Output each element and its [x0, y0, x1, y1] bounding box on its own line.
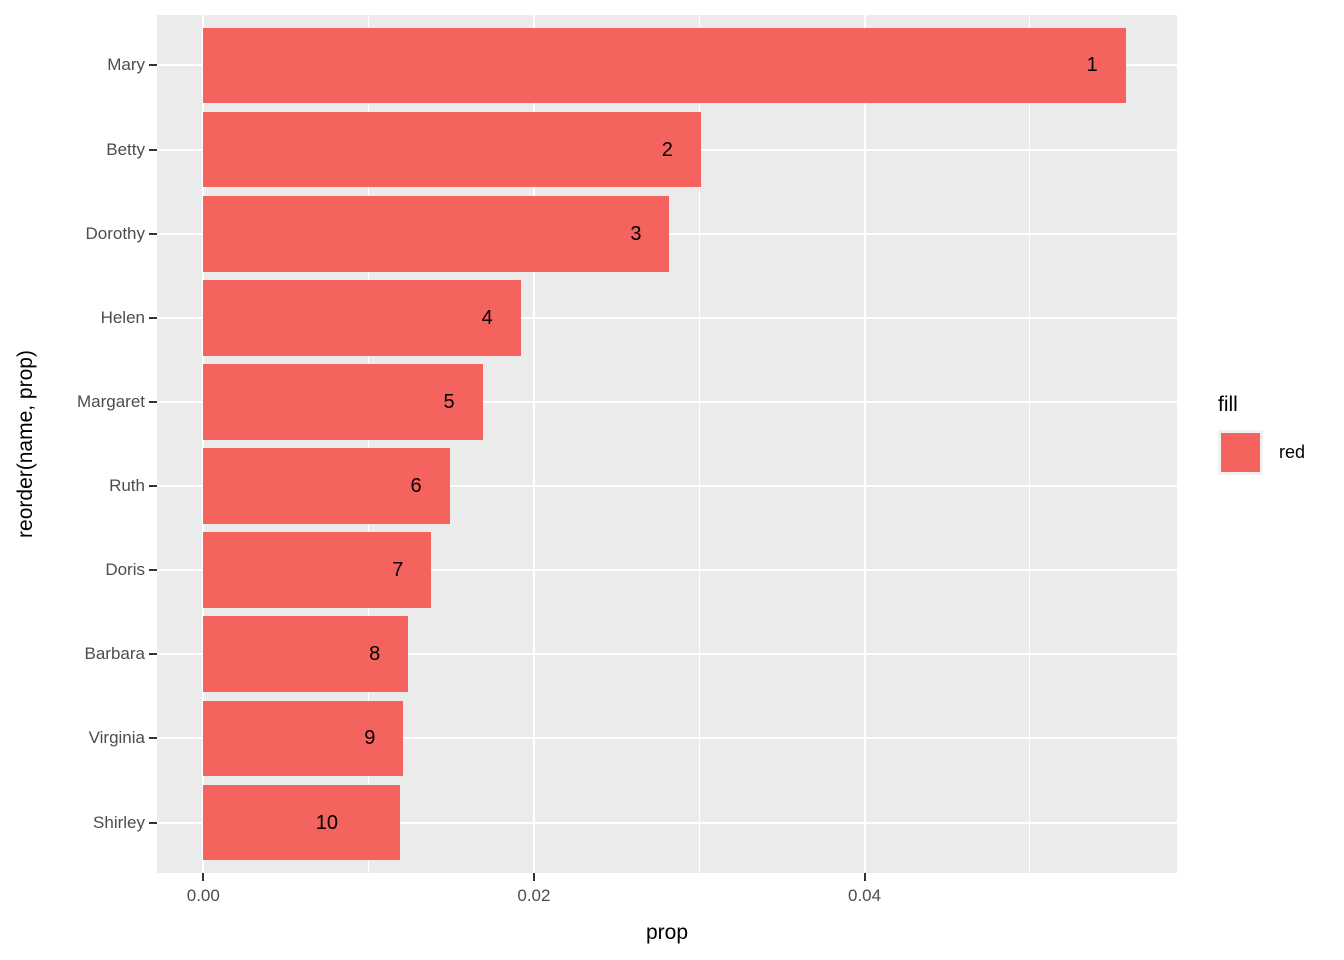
- x-axis-label-0.00: 0.00: [186, 886, 220, 905]
- y-axis-label-dorothy: Dorothy: [85, 223, 145, 243]
- y-axis-tick: [149, 485, 157, 488]
- x-axis-tick: [202, 873, 205, 881]
- bar-value-label: 9: [364, 727, 376, 750]
- bar-value-label: 1: [1086, 54, 1098, 77]
- bar-margaret: 5: [203, 364, 483, 440]
- y-axis-tick: [149, 400, 157, 403]
- y-axis-tick: [149, 232, 157, 235]
- x-axis-label-0.02: 0.02: [517, 886, 551, 905]
- x-axis-tick: [863, 873, 866, 881]
- bar-betty: 2: [203, 111, 701, 188]
- x-axis-title: prop: [645, 921, 689, 944]
- major-gridline-x: [863, 15, 866, 873]
- y-axis-tick: [149, 737, 157, 740]
- x-axis-tick: [532, 873, 535, 881]
- bar-barbara: 8: [203, 616, 409, 693]
- bar-dorothy: 3: [203, 195, 670, 272]
- major-gridline-y: [157, 737, 1177, 740]
- bar-virginia: 9: [203, 700, 404, 777]
- y-axis-tick: [149, 653, 157, 656]
- y-axis-title: reorder(name, prop): [14, 350, 37, 538]
- legend-label: red: [1279, 442, 1306, 462]
- bar-value-label: 6: [410, 475, 422, 498]
- major-gridline-y: [157, 569, 1177, 572]
- bar-value-label: 4: [481, 306, 493, 329]
- legend: fill red: [1218, 393, 1305, 475]
- y-axis-label-shirley: Shirley: [93, 812, 145, 832]
- bar-value-label: 2: [661, 138, 673, 161]
- y-axis-tick: [149, 821, 157, 824]
- major-gridline-y: [157, 821, 1177, 824]
- bar-ruth: 6: [203, 448, 450, 524]
- minor-gridline-x: [1029, 15, 1031, 873]
- bar-value-label: 8: [369, 643, 381, 666]
- plot-panel: 1 2 3 4 5 6 7 8 9 10: [157, 15, 1177, 873]
- bar-value-label: 5: [443, 390, 455, 413]
- minor-gridline-x: [368, 15, 370, 873]
- bar-helen: 4: [203, 279, 521, 356]
- bar-doris: 7: [203, 532, 432, 609]
- y-axis-label-ruth: Ruth: [109, 476, 145, 496]
- major-gridline-x: [202, 15, 205, 873]
- y-axis-tick: [149, 569, 157, 572]
- legend-key: [1218, 430, 1263, 475]
- bar-value-label: 7: [392, 559, 404, 582]
- bar-mary: 1: [203, 27, 1126, 104]
- y-axis-label-doris: Doris: [105, 560, 145, 580]
- major-gridline-y: [157, 485, 1177, 488]
- legend-title: fill: [1218, 393, 1238, 416]
- y-axis-label-barbara: Barbara: [84, 644, 145, 664]
- legend-entry: red: [1218, 430, 1305, 475]
- y-axis-label-helen: Helen: [100, 307, 145, 327]
- bar-shirley: 10: [203, 784, 400, 861]
- major-gridline-y: [157, 400, 1177, 403]
- major-gridline-y: [157, 653, 1177, 656]
- major-gridline-y: [157, 316, 1177, 319]
- y-axis-label-mary: Mary: [107, 55, 145, 75]
- y-axis-label-virginia: Virginia: [88, 728, 145, 748]
- bar-value-label: 10: [315, 811, 338, 834]
- minor-gridline-x: [698, 15, 700, 873]
- bar-value-label: 3: [630, 222, 642, 245]
- y-axis-tick: [149, 148, 157, 151]
- legend-color-swatch: [1221, 433, 1260, 472]
- y-axis-label-margaret: Margaret: [76, 391, 145, 411]
- x-axis-label-0.04: 0.04: [848, 886, 882, 905]
- y-axis-tick: [149, 64, 157, 67]
- y-axis-label-betty: Betty: [106, 139, 145, 159]
- y-axis-tick: [149, 316, 157, 319]
- major-gridline-x: [532, 15, 535, 873]
